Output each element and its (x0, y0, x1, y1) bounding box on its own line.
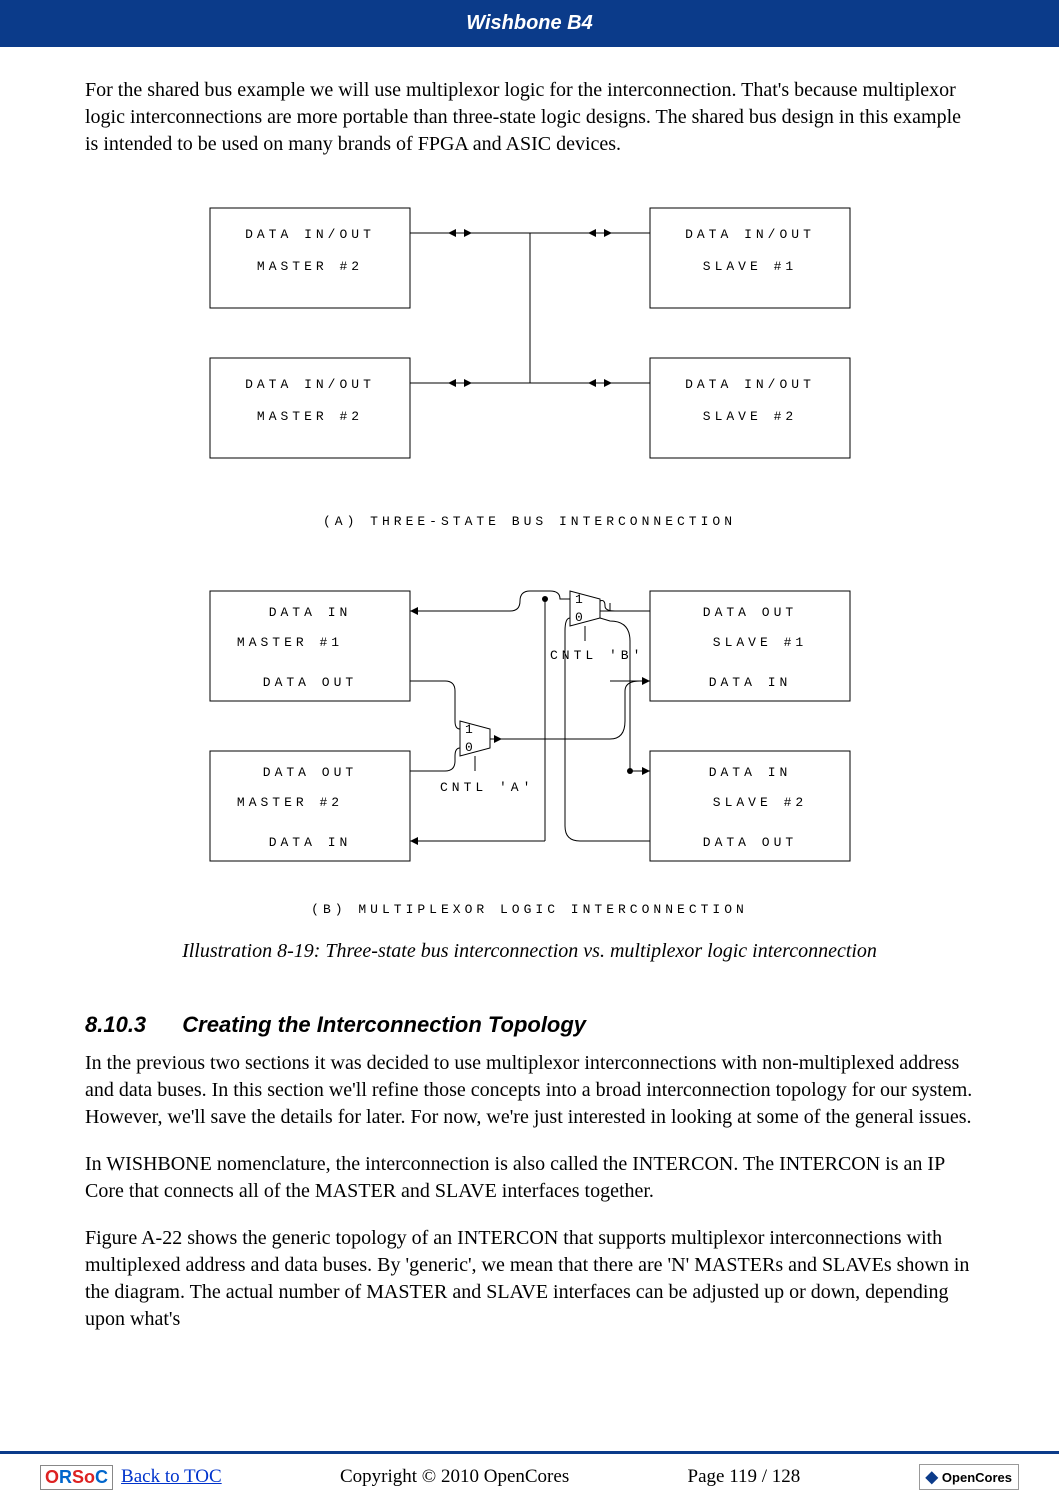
svg-text:DATA OUT: DATA OUT (262, 765, 356, 780)
intro-paragraph: For the shared bus example we will use m… (85, 77, 974, 158)
section-number: 8.10.3 (85, 1010, 146, 1040)
box-s1-l2: SLAVE #1 (702, 259, 796, 274)
svg-text:SLAVE #2: SLAVE #2 (712, 795, 806, 810)
back-to-toc-link[interactable]: Back to TOC (121, 1466, 222, 1488)
footer-page-number: Page 119 / 128 (688, 1466, 801, 1488)
svg-text:CNTL 'B': CNTL 'B' (550, 648, 644, 663)
diagram-b: 1 0 1 0 CNTL 'B' CNTL 'A' DATA IN MASTER… (85, 581, 974, 919)
section-heading: 8.10.3 Creating the Interconnection Topo… (85, 1010, 974, 1040)
box-m1-l2: MASTER #2 (256, 259, 362, 274)
svg-text:DATA IN: DATA IN (708, 765, 791, 780)
page-content: For the shared bus example we will use m… (0, 47, 1059, 1333)
svg-text:0: 0 (575, 610, 587, 625)
svg-text:SLAVE #1: SLAVE #1 (712, 635, 806, 650)
header-title: Wishbone B4 (466, 12, 593, 34)
opencores-label: OpenCores (942, 1470, 1012, 1485)
section-title: Creating the Interconnection Topology (182, 1012, 586, 1037)
box-m1-l1: DATA IN/OUT (245, 227, 375, 242)
paragraph-2: In the previous two sections it was deci… (85, 1050, 974, 1131)
svg-text:MASTER #2: MASTER #2 (236, 795, 342, 810)
svg-text:MASTER #1: MASTER #1 (236, 635, 342, 650)
paragraph-3: In WISHBONE nomenclature, the interconne… (85, 1151, 974, 1205)
diagram-a-caption: (A) THREE-STATE BUS INTERCONNECTION (85, 513, 974, 531)
box-m2-l1: DATA IN/OUT (245, 377, 375, 392)
page: Wishbone B4 For the shared bus example w… (0, 0, 1059, 1500)
svg-text:DATA IN: DATA IN (268, 605, 351, 620)
footer-left: ORSoC Back to TOC (40, 1465, 222, 1490)
svg-text:DATA IN: DATA IN (268, 835, 351, 850)
diagram-a: DATA IN/OUT MASTER #2 DATA IN/OUT SLAVE … (85, 198, 974, 531)
box-m2-l2: MASTER #2 (256, 409, 362, 424)
page-header: Wishbone B4 (0, 0, 1059, 47)
box-s2-l2: SLAVE #2 (702, 409, 796, 424)
svg-text:DATA OUT: DATA OUT (262, 675, 356, 690)
opencores-badge: ◆ OpenCores (919, 1464, 1019, 1490)
paragraph-4: Figure A-22 shows the generic topology o… (85, 1225, 974, 1333)
svg-text:DATA IN: DATA IN (708, 675, 791, 690)
box-s2-l1: DATA IN/OUT (685, 377, 815, 392)
opencores-icon: ◆ (926, 1467, 938, 1487)
svg-text:DATA OUT: DATA OUT (702, 605, 796, 620)
svg-text:1: 1 (465, 722, 477, 737)
svg-text:1: 1 (575, 592, 587, 607)
orsoc-logo: ORSoC (40, 1465, 113, 1490)
illustration-caption: Illustration 8-19: Three-state bus inter… (85, 938, 974, 965)
diagram-b-caption: (B) MULTIPLEXOR LOGIC INTERCONNECTION (85, 901, 974, 919)
box-s1-l1: DATA IN/OUT (685, 227, 815, 242)
svg-text:DATA OUT: DATA OUT (702, 835, 796, 850)
footer-copyright: Copyright © 2010 OpenCores (340, 1466, 569, 1488)
svg-text:CNTL 'A': CNTL 'A' (440, 780, 534, 795)
page-footer: ORSoC Back to TOC Copyright © 2010 OpenC… (0, 1451, 1059, 1490)
svg-text:0: 0 (465, 740, 477, 755)
